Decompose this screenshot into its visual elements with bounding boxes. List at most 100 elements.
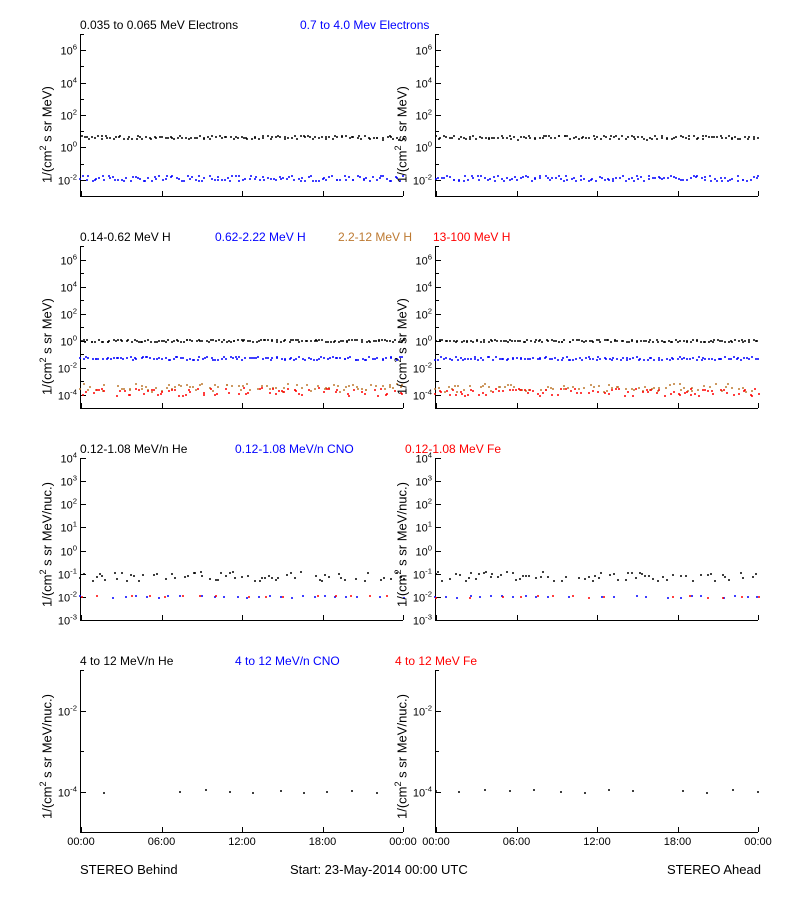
data-point — [592, 580, 594, 582]
data-point — [687, 390, 689, 392]
data-point — [638, 387, 640, 389]
data-point — [730, 358, 732, 360]
data-point — [260, 339, 262, 341]
data-point — [502, 137, 504, 139]
data-point — [574, 388, 576, 390]
data-point — [106, 137, 108, 139]
data-point — [114, 572, 116, 574]
data-point — [321, 580, 323, 582]
data-point — [93, 392, 95, 394]
data-point — [539, 137, 541, 139]
data-point — [457, 385, 459, 387]
data-point — [203, 394, 205, 396]
data-point — [158, 175, 160, 177]
data-point — [168, 390, 170, 392]
data-point — [225, 358, 227, 360]
data-point — [166, 387, 168, 389]
data-point — [435, 573, 437, 575]
data-point — [596, 339, 598, 341]
data-point — [689, 358, 691, 360]
data-point — [478, 394, 480, 396]
data-point — [390, 578, 392, 580]
data-point — [275, 393, 277, 395]
series-title: 0.7 to 4.0 Mev Electrons — [300, 18, 429, 32]
data-point — [685, 575, 687, 577]
data-point — [161, 391, 163, 393]
data-point — [464, 358, 466, 360]
data-point — [345, 179, 347, 181]
data-point — [645, 596, 647, 598]
ytick-label: 103 — [415, 474, 432, 489]
data-point — [665, 387, 667, 389]
data-point — [608, 393, 610, 395]
data-point — [622, 340, 624, 342]
data-point — [500, 574, 502, 576]
data-point — [511, 340, 513, 342]
data-point — [708, 358, 710, 360]
data-point — [228, 392, 230, 394]
data-point — [744, 389, 746, 391]
ylabel: 1/(cm2 s sr MeV/nuc.) — [38, 694, 54, 819]
data-point — [513, 386, 515, 388]
series-title: 0.12-1.08 MeV/n He — [80, 442, 187, 456]
data-point — [268, 575, 270, 577]
data-point — [318, 137, 320, 139]
data-point — [141, 341, 143, 343]
data-point — [539, 395, 541, 397]
data-point — [516, 357, 518, 359]
data-point — [475, 578, 477, 580]
data-point — [214, 384, 216, 386]
data-point — [522, 176, 524, 178]
data-point — [121, 340, 123, 342]
data-point — [128, 136, 130, 138]
data-point — [243, 339, 245, 341]
data-point — [125, 596, 127, 598]
data-point — [530, 340, 532, 342]
data-point — [704, 358, 706, 360]
data-point — [597, 391, 599, 393]
data-point — [217, 386, 219, 388]
data-point — [233, 138, 235, 140]
data-point — [652, 177, 654, 179]
data-point — [592, 341, 594, 343]
data-point — [155, 178, 157, 180]
data-point — [147, 390, 149, 392]
data-point — [534, 341, 536, 343]
data-point — [585, 137, 587, 139]
data-point — [139, 178, 141, 180]
data-point — [457, 359, 459, 361]
data-point — [618, 138, 620, 140]
data-point — [122, 358, 124, 360]
ytick-label: 106 — [415, 252, 432, 267]
data-point — [340, 577, 342, 579]
data-point — [726, 392, 728, 394]
data-point — [201, 340, 203, 342]
data-point — [81, 135, 83, 137]
data-point — [488, 386, 490, 388]
data-point — [355, 578, 357, 580]
ytick-label: 100 — [415, 543, 432, 558]
data-point — [279, 136, 281, 138]
data-point — [365, 177, 367, 179]
data-point — [304, 180, 306, 182]
data-point — [272, 388, 274, 390]
data-point — [569, 359, 571, 361]
data-point — [109, 137, 111, 139]
data-point — [145, 136, 147, 138]
data-point — [159, 136, 161, 138]
data-point — [458, 180, 460, 182]
data-point — [221, 341, 223, 343]
data-point — [161, 136, 163, 138]
data-point — [310, 358, 312, 360]
data-point — [171, 573, 173, 575]
data-point — [653, 387, 655, 389]
ytick-label: 104 — [60, 75, 77, 90]
data-point — [742, 179, 744, 181]
data-point — [325, 136, 327, 138]
data-point — [636, 340, 638, 342]
xtick-label: 06:00 — [503, 836, 531, 848]
data-point — [455, 356, 457, 358]
data-point — [280, 596, 282, 598]
data-point — [295, 390, 297, 392]
data-point — [201, 595, 203, 597]
